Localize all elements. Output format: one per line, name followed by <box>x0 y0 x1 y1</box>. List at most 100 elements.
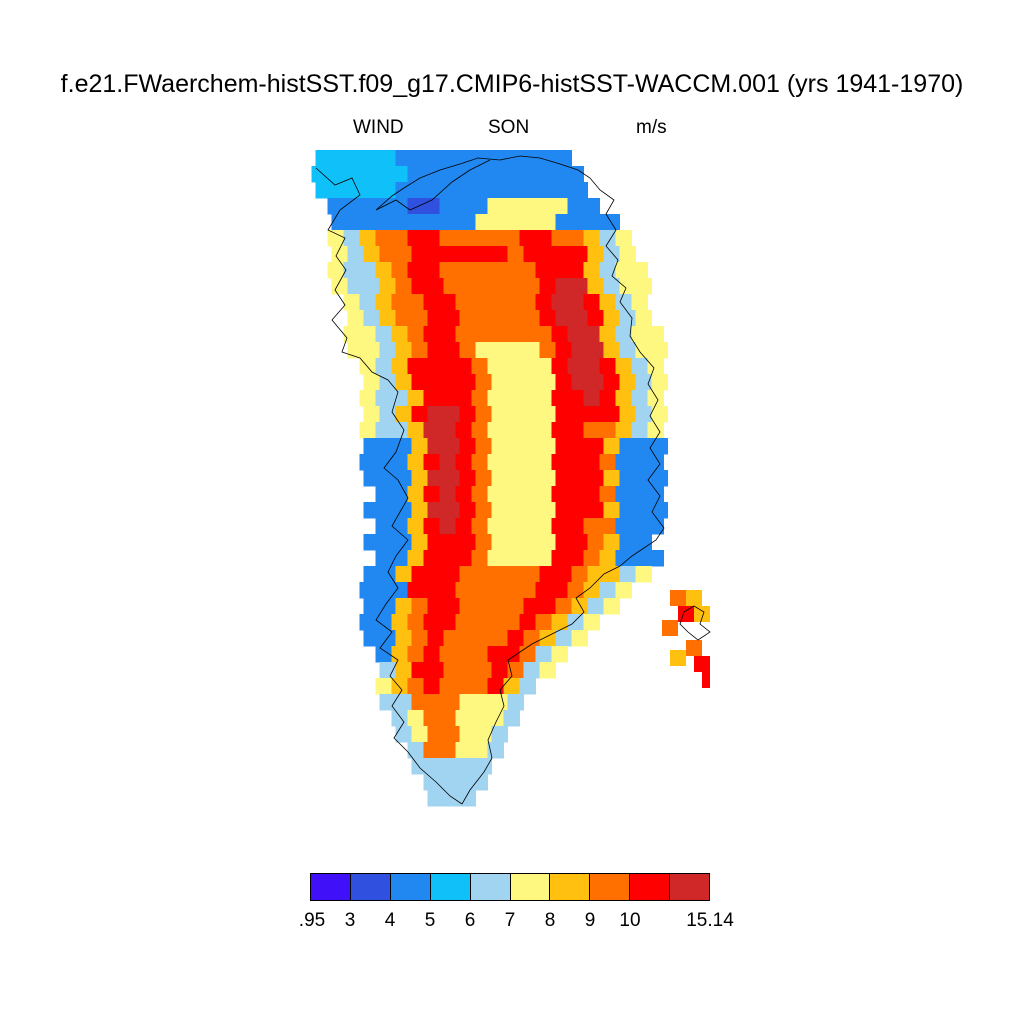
wind-cell <box>439 582 456 599</box>
wind-cell <box>423 678 440 695</box>
wind-cell <box>571 470 588 487</box>
colorbar-label: 6 <box>464 910 476 931</box>
wind-cell <box>439 710 456 727</box>
wind-cell <box>631 294 648 311</box>
wind-cell <box>443 342 460 359</box>
wind-cell <box>619 566 636 583</box>
wind-cell <box>491 470 508 487</box>
wind-cell <box>347 246 364 263</box>
wind-cell <box>363 182 380 199</box>
wind-cell <box>519 166 536 183</box>
wind-cell <box>571 438 588 455</box>
wind-cell <box>363 470 380 487</box>
wind-cell <box>587 278 604 295</box>
wind-cell <box>583 358 600 375</box>
wind-cell <box>651 342 668 359</box>
wind-cell <box>551 646 568 663</box>
wind-cell <box>443 598 460 615</box>
wind-cell <box>535 230 552 247</box>
wind-cell <box>471 518 488 535</box>
colorbar-label: 15.14 <box>686 910 734 931</box>
wind-cell <box>439 646 456 663</box>
wind-cell <box>523 406 540 423</box>
wind-cell <box>535 198 552 215</box>
wind-cell <box>551 198 568 215</box>
wind-cell <box>427 470 444 487</box>
wind-cell <box>551 262 568 279</box>
wind-cell <box>475 374 492 391</box>
wind-cell <box>363 406 380 423</box>
wind-cell <box>475 214 492 231</box>
wind-cell <box>411 246 428 263</box>
wind-cell <box>491 502 508 519</box>
wind-cell <box>375 614 392 631</box>
wind-cell <box>395 374 412 391</box>
wind-cell <box>423 710 440 727</box>
wind-cell <box>407 742 424 759</box>
wind-cell <box>379 182 396 199</box>
wind-cell <box>395 214 412 231</box>
wind-cell <box>631 358 648 375</box>
wind-cell <box>427 374 444 391</box>
wind-cell <box>427 406 444 423</box>
wind-cell <box>487 294 504 311</box>
colorbar-bin-3 <box>390 874 431 900</box>
wind-cell <box>599 358 616 375</box>
wind-cell <box>523 214 540 231</box>
wind-cell <box>439 774 456 791</box>
wind-cell <box>407 326 424 343</box>
iceland-cell <box>678 606 694 622</box>
wind-cell <box>555 534 572 551</box>
wind-cell <box>471 230 488 247</box>
wind-cell <box>619 534 636 551</box>
wind-cell <box>471 614 488 631</box>
wind-cell <box>571 502 588 519</box>
wind-cell <box>507 534 524 551</box>
wind-cell <box>535 550 552 567</box>
wind-cell <box>567 454 584 471</box>
wind-cell <box>375 646 392 663</box>
wind-cell <box>571 566 588 583</box>
wind-cell <box>535 294 552 311</box>
wind-cell <box>439 294 456 311</box>
wind-cell <box>491 694 508 711</box>
wind-cell <box>615 422 632 439</box>
wind-cell <box>459 598 476 615</box>
season-label: SON <box>488 117 530 138</box>
wind-cell <box>619 246 636 263</box>
wind-cell <box>603 310 620 327</box>
wind-cell <box>487 742 504 759</box>
wind-cell <box>507 630 524 647</box>
wind-cell <box>423 742 440 759</box>
wind-cell <box>539 598 556 615</box>
wind-cell <box>555 150 572 167</box>
wind-cell <box>619 278 636 295</box>
wind-cell <box>539 246 556 263</box>
wind-cell <box>471 198 488 215</box>
wind-cell <box>455 230 472 247</box>
wind-cell <box>647 422 664 439</box>
iceland-cell <box>694 606 710 622</box>
wind-cell <box>487 614 504 631</box>
wind-cell <box>359 454 376 471</box>
wind-cell <box>427 534 444 551</box>
wind-cell <box>459 278 476 295</box>
wind-cell <box>551 582 568 599</box>
wind-cell <box>535 422 552 439</box>
wind-cell <box>379 502 396 519</box>
wind-cell <box>471 454 488 471</box>
colorbar-bin-6 <box>510 874 551 900</box>
wind-cell <box>359 166 376 183</box>
wind-cell <box>535 646 552 663</box>
wind-cell <box>459 630 476 647</box>
wind-cell <box>347 310 364 327</box>
wind-cell <box>539 150 556 167</box>
wind-cell <box>395 694 412 711</box>
wind-cell <box>379 470 396 487</box>
wind-cell <box>407 166 424 183</box>
wind-cell <box>647 390 664 407</box>
wind-cell <box>475 662 492 679</box>
wind-cell <box>571 630 588 647</box>
wind-cell <box>407 582 424 599</box>
wind-cell <box>507 246 524 263</box>
